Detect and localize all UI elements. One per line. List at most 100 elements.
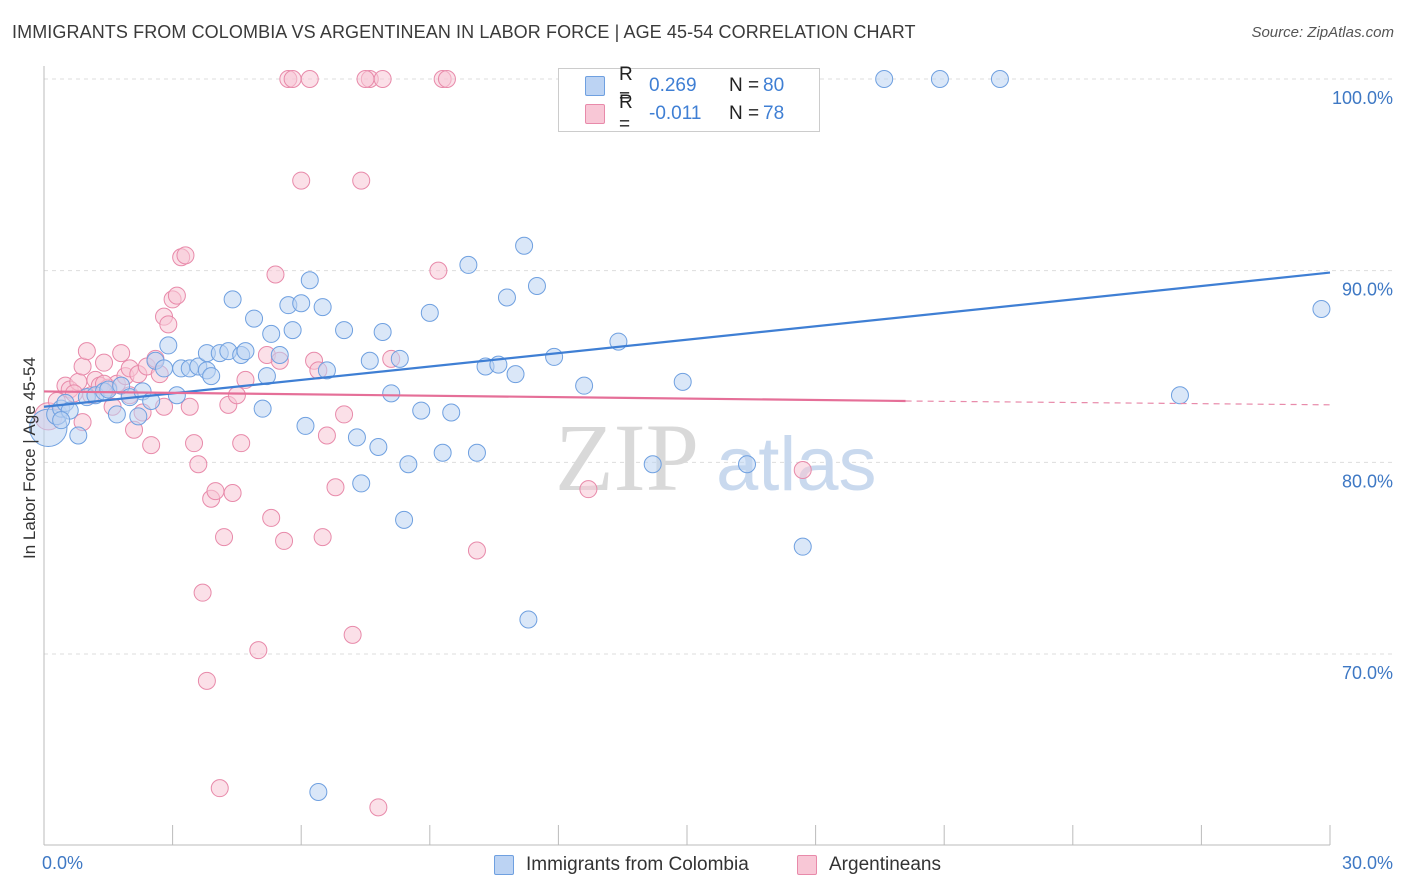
argentinean-point <box>300 70 319 88</box>
colombia-point <box>497 288 516 307</box>
colombia-point <box>369 438 388 456</box>
colombia-point <box>129 407 148 426</box>
colombia-point <box>352 474 371 493</box>
argentinean-point <box>193 583 212 602</box>
colombia-point <box>253 399 272 418</box>
legend-n-label: N = <box>729 103 760 124</box>
legend-r-label: R = <box>619 92 633 135</box>
argentinean-point <box>159 315 178 334</box>
watermark-zip: ZIP <box>555 404 699 511</box>
legend-row-colombia: R = 0.269 N = 80 <box>585 64 785 107</box>
argentinean-point <box>176 246 195 265</box>
bottom-legend-swatch-pink <box>797 855 817 875</box>
x-tick-label: 30.0% <box>1342 853 1393 873</box>
argentinean-point <box>352 171 371 190</box>
argentinean-point <box>292 171 311 190</box>
x-tick-label: 0.0% <box>42 853 83 873</box>
argentinean-points <box>34 70 812 817</box>
colombia-point <box>262 324 281 343</box>
y-tick-label: 80.0% <box>1342 471 1393 491</box>
colombia-point <box>738 455 757 474</box>
colombia-point <box>875 70 894 88</box>
argentinean-point <box>167 286 186 305</box>
colombia-point <box>442 403 461 422</box>
argentinean-point <box>579 480 598 499</box>
argentinean-point <box>373 70 392 88</box>
legend-n-value: 80 <box>763 75 785 96</box>
colombia-point <box>223 290 242 309</box>
colombia-point <box>52 411 71 430</box>
colombia-point <box>420 303 439 322</box>
colombia-point <box>412 401 431 420</box>
colombia-point <box>347 428 366 447</box>
colombia-point <box>313 298 332 317</box>
legend-r-value: 0.269 <box>649 75 697 96</box>
colombia-point <box>335 321 354 340</box>
argentinean-point <box>236 370 255 389</box>
argentinean-point <box>227 386 246 405</box>
argentinean-point <box>343 625 362 644</box>
argentinean-point <box>283 70 302 88</box>
y-tick-label: 70.0% <box>1342 663 1393 683</box>
argentinean-point <box>313 528 332 547</box>
legend-swatch-pink <box>585 104 605 124</box>
argentinean-point <box>793 461 812 479</box>
colombia-point <box>159 336 178 355</box>
argentinean-point <box>326 478 345 497</box>
argentinean-point <box>210 779 229 798</box>
argentinean-point <box>197 671 216 690</box>
argentinean-point <box>249 641 268 660</box>
argentinean-point <box>142 436 161 455</box>
colombia-point <box>545 347 564 366</box>
argentinean-point <box>223 484 242 502</box>
y-axis-label: In Labor Force | Age 45-54 <box>20 357 39 559</box>
colombia-point <box>202 367 221 386</box>
bottom-legend-colombia: Immigrants from Colombia <box>494 852 749 878</box>
argentinean-point <box>112 344 131 363</box>
legend-row-argentinean: R = -0.011 N = 78 <box>585 92 784 135</box>
argentinean-point <box>275 531 294 550</box>
tick-labels: 70.0% 80.0% 90.0% 100.0% 0.0% 30.0% <box>42 88 1393 873</box>
argentinean-point <box>266 265 285 284</box>
colombia-point <box>309 783 328 801</box>
colombia-point <box>360 351 379 370</box>
legend-r-label: R = <box>619 64 633 107</box>
colombia-point <box>459 255 478 274</box>
argentinean-point <box>317 426 336 445</box>
argentinean-point <box>335 405 354 424</box>
argentinean-point <box>185 434 204 453</box>
bottom-legend-swatch-blue <box>494 855 514 875</box>
colombia-point <box>382 384 401 403</box>
colombia-point <box>395 510 414 529</box>
colombia-point <box>643 455 662 474</box>
colombia-point <box>506 365 525 384</box>
colombia-point <box>515 236 534 255</box>
colombia-point <box>317 361 336 380</box>
colombia-point <box>793 537 812 556</box>
argentinean-point <box>467 541 486 560</box>
argentinean-trend-line <box>43 390 906 403</box>
colombia-point <box>292 294 311 313</box>
bottom-legend-label-argentinean: Argentineans <box>829 854 941 875</box>
y-tick-label: 90.0% <box>1342 280 1393 300</box>
argentinean-point <box>356 70 375 88</box>
argentinean-point <box>189 455 208 474</box>
argentinean-point <box>73 357 92 376</box>
colombia-point <box>390 349 409 368</box>
legend-r-value: -0.011 <box>649 103 702 124</box>
axes <box>43 66 1331 846</box>
argentinean-point <box>206 482 225 501</box>
legend: R = 0.269 N = 80 R = -0.011 N = 78 <box>558 64 820 135</box>
bottom-legend-label-colombia: Immigrants from Colombia <box>526 854 749 875</box>
watermark: ZIP atlas <box>555 404 877 511</box>
argentinean-point <box>232 434 251 453</box>
colombia-trend-line <box>43 271 1331 408</box>
colombia-point <box>1312 300 1331 318</box>
colombia-point <box>296 416 315 435</box>
argentinean-point <box>369 798 388 817</box>
colombia-point <box>236 342 255 361</box>
colombia-points <box>29 70 1331 801</box>
legend-n-label: N = <box>729 75 760 96</box>
colombia-point <box>990 70 1009 88</box>
